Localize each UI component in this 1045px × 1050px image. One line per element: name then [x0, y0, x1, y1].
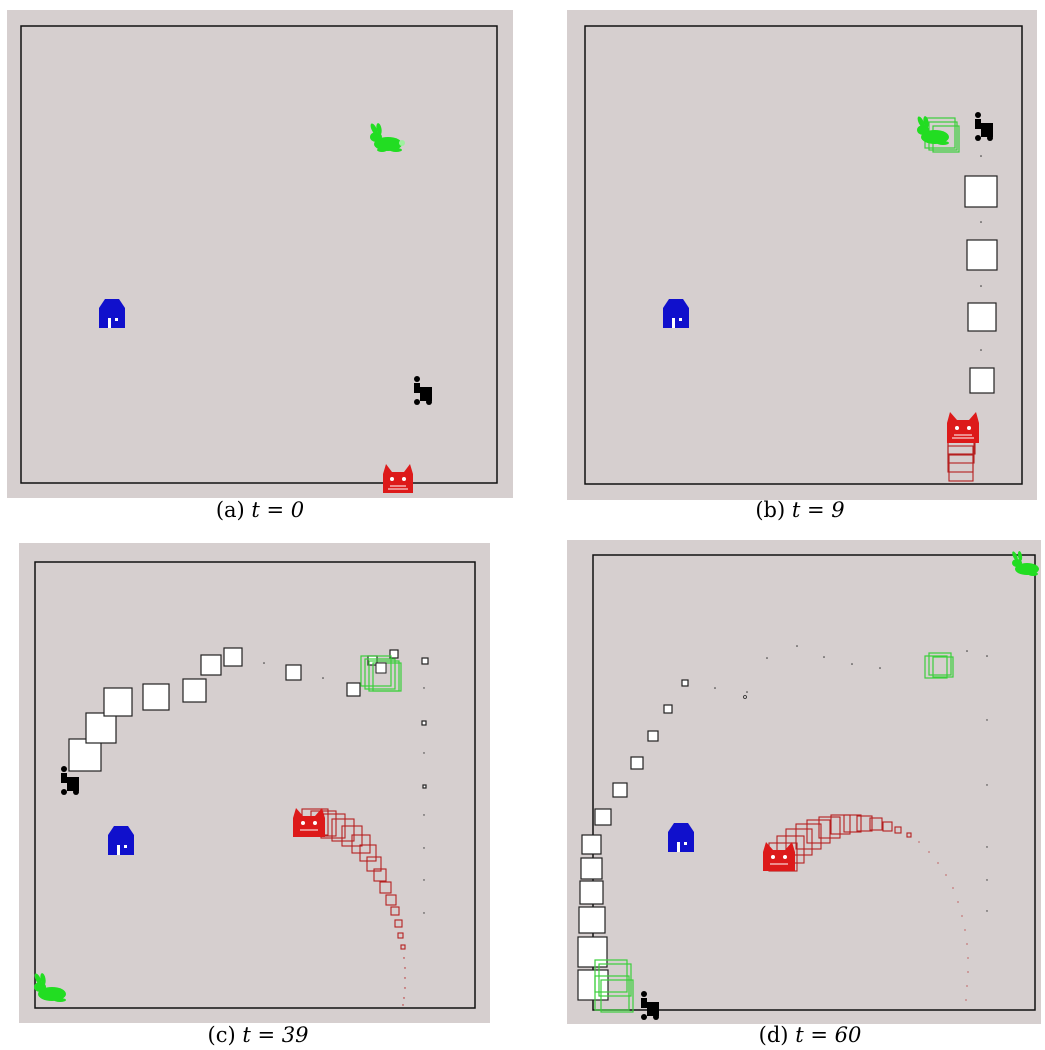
- robot-icon: [641, 991, 659, 1020]
- panel-d-border: [592, 554, 1036, 1011]
- rabbit-icon: [1012, 551, 1039, 576]
- robot-trail-square: [969, 367, 995, 394]
- panel-c: [19, 543, 490, 1023]
- panel-a-field: [7, 10, 513, 498]
- caption-d-label: (d): [758, 1023, 789, 1047]
- cat-icon: [383, 464, 413, 493]
- robot-trail-square: [103, 687, 133, 717]
- robot-trail-square: [68, 738, 102, 772]
- rabbit-trail: [924, 652, 954, 679]
- house-icon: [99, 299, 125, 328]
- cat-trail: [768, 814, 912, 872]
- panel-a: [7, 10, 513, 498]
- panel-a-border: [20, 25, 498, 484]
- robot-trail-square: [142, 683, 170, 711]
- robot-trail-square: [200, 654, 222, 676]
- house-icon: [668, 823, 694, 852]
- robot-trail-dots: [714, 645, 988, 912]
- robot-trail-square: [85, 712, 117, 744]
- robot-trail-square: [577, 936, 608, 968]
- robot-trail-square: [578, 906, 606, 934]
- panel-c-field: [19, 543, 490, 1023]
- panel-b-field: [567, 10, 1037, 500]
- rabbit-icon: [34, 973, 66, 1002]
- caption-a-label: (a): [215, 498, 245, 522]
- rabbit-trail-2: [594, 959, 634, 1013]
- robot-trail-square: [579, 880, 604, 905]
- cat-trail-dots: [402, 957, 406, 1006]
- rabbit-icon: [370, 123, 405, 152]
- robot-trail-square: [285, 664, 302, 681]
- caption-b-time: t = 9: [791, 498, 845, 522]
- robot-trail-square: [594, 808, 612, 826]
- robot-trail: [964, 175, 998, 394]
- robot-icon: [975, 112, 993, 141]
- robot-trail-square: [681, 679, 689, 687]
- robot-trail-square: [422, 784, 427, 789]
- caption-c-label: (c): [207, 1023, 236, 1047]
- panel-b-canvas: [567, 10, 1037, 500]
- panel-c-canvas: [19, 543, 490, 1023]
- robot-trail-square: [967, 302, 997, 332]
- robot-trail-square: [612, 782, 628, 798]
- robot-icon: [414, 376, 432, 405]
- rabbit-icon: [917, 116, 949, 145]
- caption-d-time: t = 60: [795, 1023, 862, 1047]
- caption-b-label: (b): [755, 498, 786, 522]
- cat-icon: [763, 842, 795, 871]
- panel-d-field: [567, 540, 1041, 1024]
- robot-trail-square: [421, 657, 429, 665]
- robot-trail-square: [346, 682, 361, 697]
- house-icon: [663, 299, 689, 328]
- caption-c: (c) t = 39: [193, 1023, 323, 1047]
- caption-a: (a) t = 0: [195, 498, 325, 522]
- robot-trail: [577, 679, 689, 1001]
- robot-trail-square: [630, 756, 644, 770]
- robot-trail-overlap: [375, 662, 387, 674]
- robot-trail-square: [581, 834, 602, 855]
- caption-a-time: t = 0: [251, 498, 305, 522]
- caption-c-time: t = 39: [242, 1023, 309, 1047]
- panel-a-canvas: [7, 10, 513, 498]
- robot-trail-square: [389, 649, 399, 659]
- robot-trail-dots: [980, 155, 982, 351]
- robot-trail-square: [966, 239, 998, 271]
- cat-icon: [293, 808, 325, 837]
- robot-trail-square: [577, 969, 609, 1001]
- robot-icon: [61, 766, 79, 795]
- cat-trail-dots: [918, 841, 969, 1001]
- house-icon: [108, 826, 134, 855]
- robot-trail-square: [964, 175, 998, 208]
- panel-b-border: [584, 25, 1023, 485]
- rabbit-trail: [360, 655, 402, 692]
- robot-trail-square: [647, 730, 659, 742]
- robot-trail-square: [580, 857, 603, 880]
- robot-trail-square: [421, 720, 427, 726]
- robot-trail-square: [223, 647, 243, 667]
- caption-b: (b) t = 9: [735, 498, 865, 522]
- panel-d: [567, 540, 1041, 1024]
- robot-trail-dots: [263, 662, 425, 914]
- panel-d-canvas: [567, 540, 1041, 1024]
- robot-trail-square: [182, 678, 207, 703]
- caption-d: (d) t = 60: [740, 1023, 880, 1047]
- cat-icon: [947, 412, 979, 443]
- robot-trail-square: [663, 704, 673, 714]
- panel-b: [567, 10, 1037, 500]
- panel-c-border: [34, 561, 476, 1009]
